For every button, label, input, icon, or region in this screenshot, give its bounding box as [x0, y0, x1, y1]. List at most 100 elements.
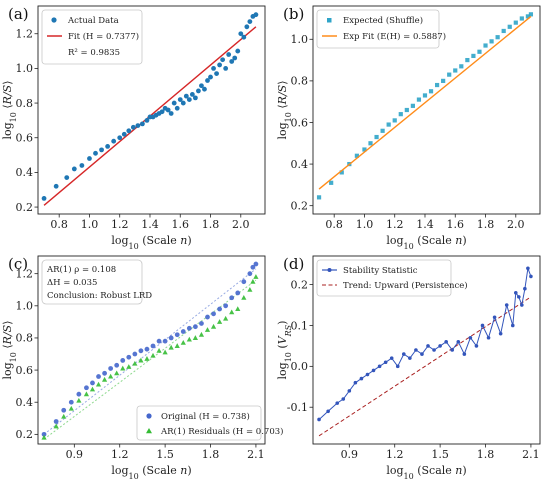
y-tick-label: 1.2: [16, 28, 34, 41]
x-axis-label: log10 (Scale n): [386, 234, 466, 251]
ar-residual-point: [101, 376, 108, 382]
data-point: [229, 59, 235, 64]
data-point: [93, 150, 98, 156]
data-point: [395, 364, 400, 369]
original-point: [53, 419, 59, 424]
data-point: [504, 303, 509, 307]
original-point: [241, 279, 247, 285]
ar-residual-point: [241, 294, 247, 300]
legend-marker: [327, 268, 332, 272]
original-point: [217, 306, 223, 312]
x-tick-label: 1.8: [477, 218, 495, 231]
data-point: [525, 14, 530, 19]
original-point: [61, 407, 67, 413]
ar-residual-point: [253, 274, 259, 279]
y-tick-label: 0.8: [16, 97, 34, 110]
data-point: [447, 72, 452, 77]
data-point: [483, 43, 488, 48]
data-point: [130, 124, 136, 130]
data-point: [126, 128, 132, 134]
original-point: [253, 261, 259, 267]
y-tick-label: 0.2: [291, 278, 309, 291]
data-point: [180, 100, 186, 106]
y-tick-label: 0.4: [16, 396, 34, 409]
data-point: [196, 88, 201, 94]
axes-frame: [312, 255, 541, 445]
legend: [316, 9, 440, 49]
x-tick-label: 0.8: [325, 218, 343, 231]
original-point: [168, 335, 174, 341]
ar-residual-point: [114, 370, 120, 376]
legend-label-scatter: Actual Data: [67, 16, 119, 26]
original-point: [174, 332, 180, 338]
data-point: [165, 107, 171, 113]
data-point: [226, 52, 232, 57]
data-point: [453, 68, 458, 73]
data-point: [339, 170, 344, 175]
data-point: [316, 195, 322, 200]
y-tick-label: 0.8: [291, 75, 309, 88]
original-point: [229, 295, 235, 301]
panel-label: (b): [283, 5, 304, 23]
ar-residual-point: [217, 319, 223, 324]
data-point: [171, 100, 177, 106]
data-point: [244, 24, 250, 30]
data-point: [177, 97, 183, 102]
original-point: [223, 303, 229, 309]
data-point: [117, 135, 123, 141]
data-point: [383, 360, 388, 365]
plot-area: [41, 261, 259, 440]
original-point: [90, 380, 95, 386]
y-tick-label: 1.2: [16, 267, 34, 280]
y-tick-label: 1.0: [16, 300, 34, 313]
data-point: [87, 156, 92, 161]
data-point: [520, 303, 524, 307]
data-point: [232, 55, 238, 61]
legend-label-fit: Exp Fit (E(H) = 0.5887): [343, 31, 446, 42]
ar-residual-point: [192, 335, 198, 340]
data-point: [247, 19, 253, 24]
data-point: [79, 163, 85, 168]
x-tick-label: 0.8: [50, 218, 68, 231]
ar-residual-point: [229, 309, 235, 315]
ar-residual-point: [144, 356, 150, 361]
x-tick-label: 1.8: [202, 218, 220, 231]
ar-residual-point: [41, 434, 47, 440]
data-point: [208, 74, 213, 80]
data-point: [205, 78, 210, 83]
data-point: [386, 122, 391, 127]
data-point: [368, 141, 373, 146]
y-tick-label: 0.4: [291, 158, 309, 171]
data-point: [416, 97, 422, 102]
data-point: [528, 12, 534, 17]
data-point: [468, 335, 473, 340]
y-tick-label: 0.6: [291, 116, 309, 129]
trend-line: [318, 296, 532, 437]
data-point: [183, 93, 189, 99]
original-point: [126, 354, 132, 360]
ar-residual-point: [174, 343, 180, 348]
x-tick-label: 1.8: [202, 448, 220, 461]
data-point: [192, 95, 198, 101]
y-tick-label: 0.2: [16, 201, 34, 214]
x-tick-label: 2.1: [522, 448, 540, 461]
original-point: [68, 399, 74, 405]
y-tick-label: 1.0: [16, 62, 34, 75]
ar-residual-point: [53, 423, 59, 429]
original-point: [156, 338, 162, 344]
data-point: [241, 34, 247, 40]
data-point: [326, 409, 330, 414]
data-point: [462, 352, 467, 356]
ar-residual-point: [186, 336, 192, 342]
data-point: [211, 66, 216, 71]
data-point: [71, 166, 77, 172]
data-point: [513, 20, 518, 25]
data-point: [404, 107, 409, 113]
original-point: [192, 324, 198, 330]
data-point: [220, 57, 226, 63]
data-point: [471, 53, 476, 59]
x-axis-label: log10 (Scale n): [386, 464, 466, 479]
y-axis-label: log10 ⟨R/S⟩: [1, 81, 18, 140]
original-point: [199, 321, 204, 326]
